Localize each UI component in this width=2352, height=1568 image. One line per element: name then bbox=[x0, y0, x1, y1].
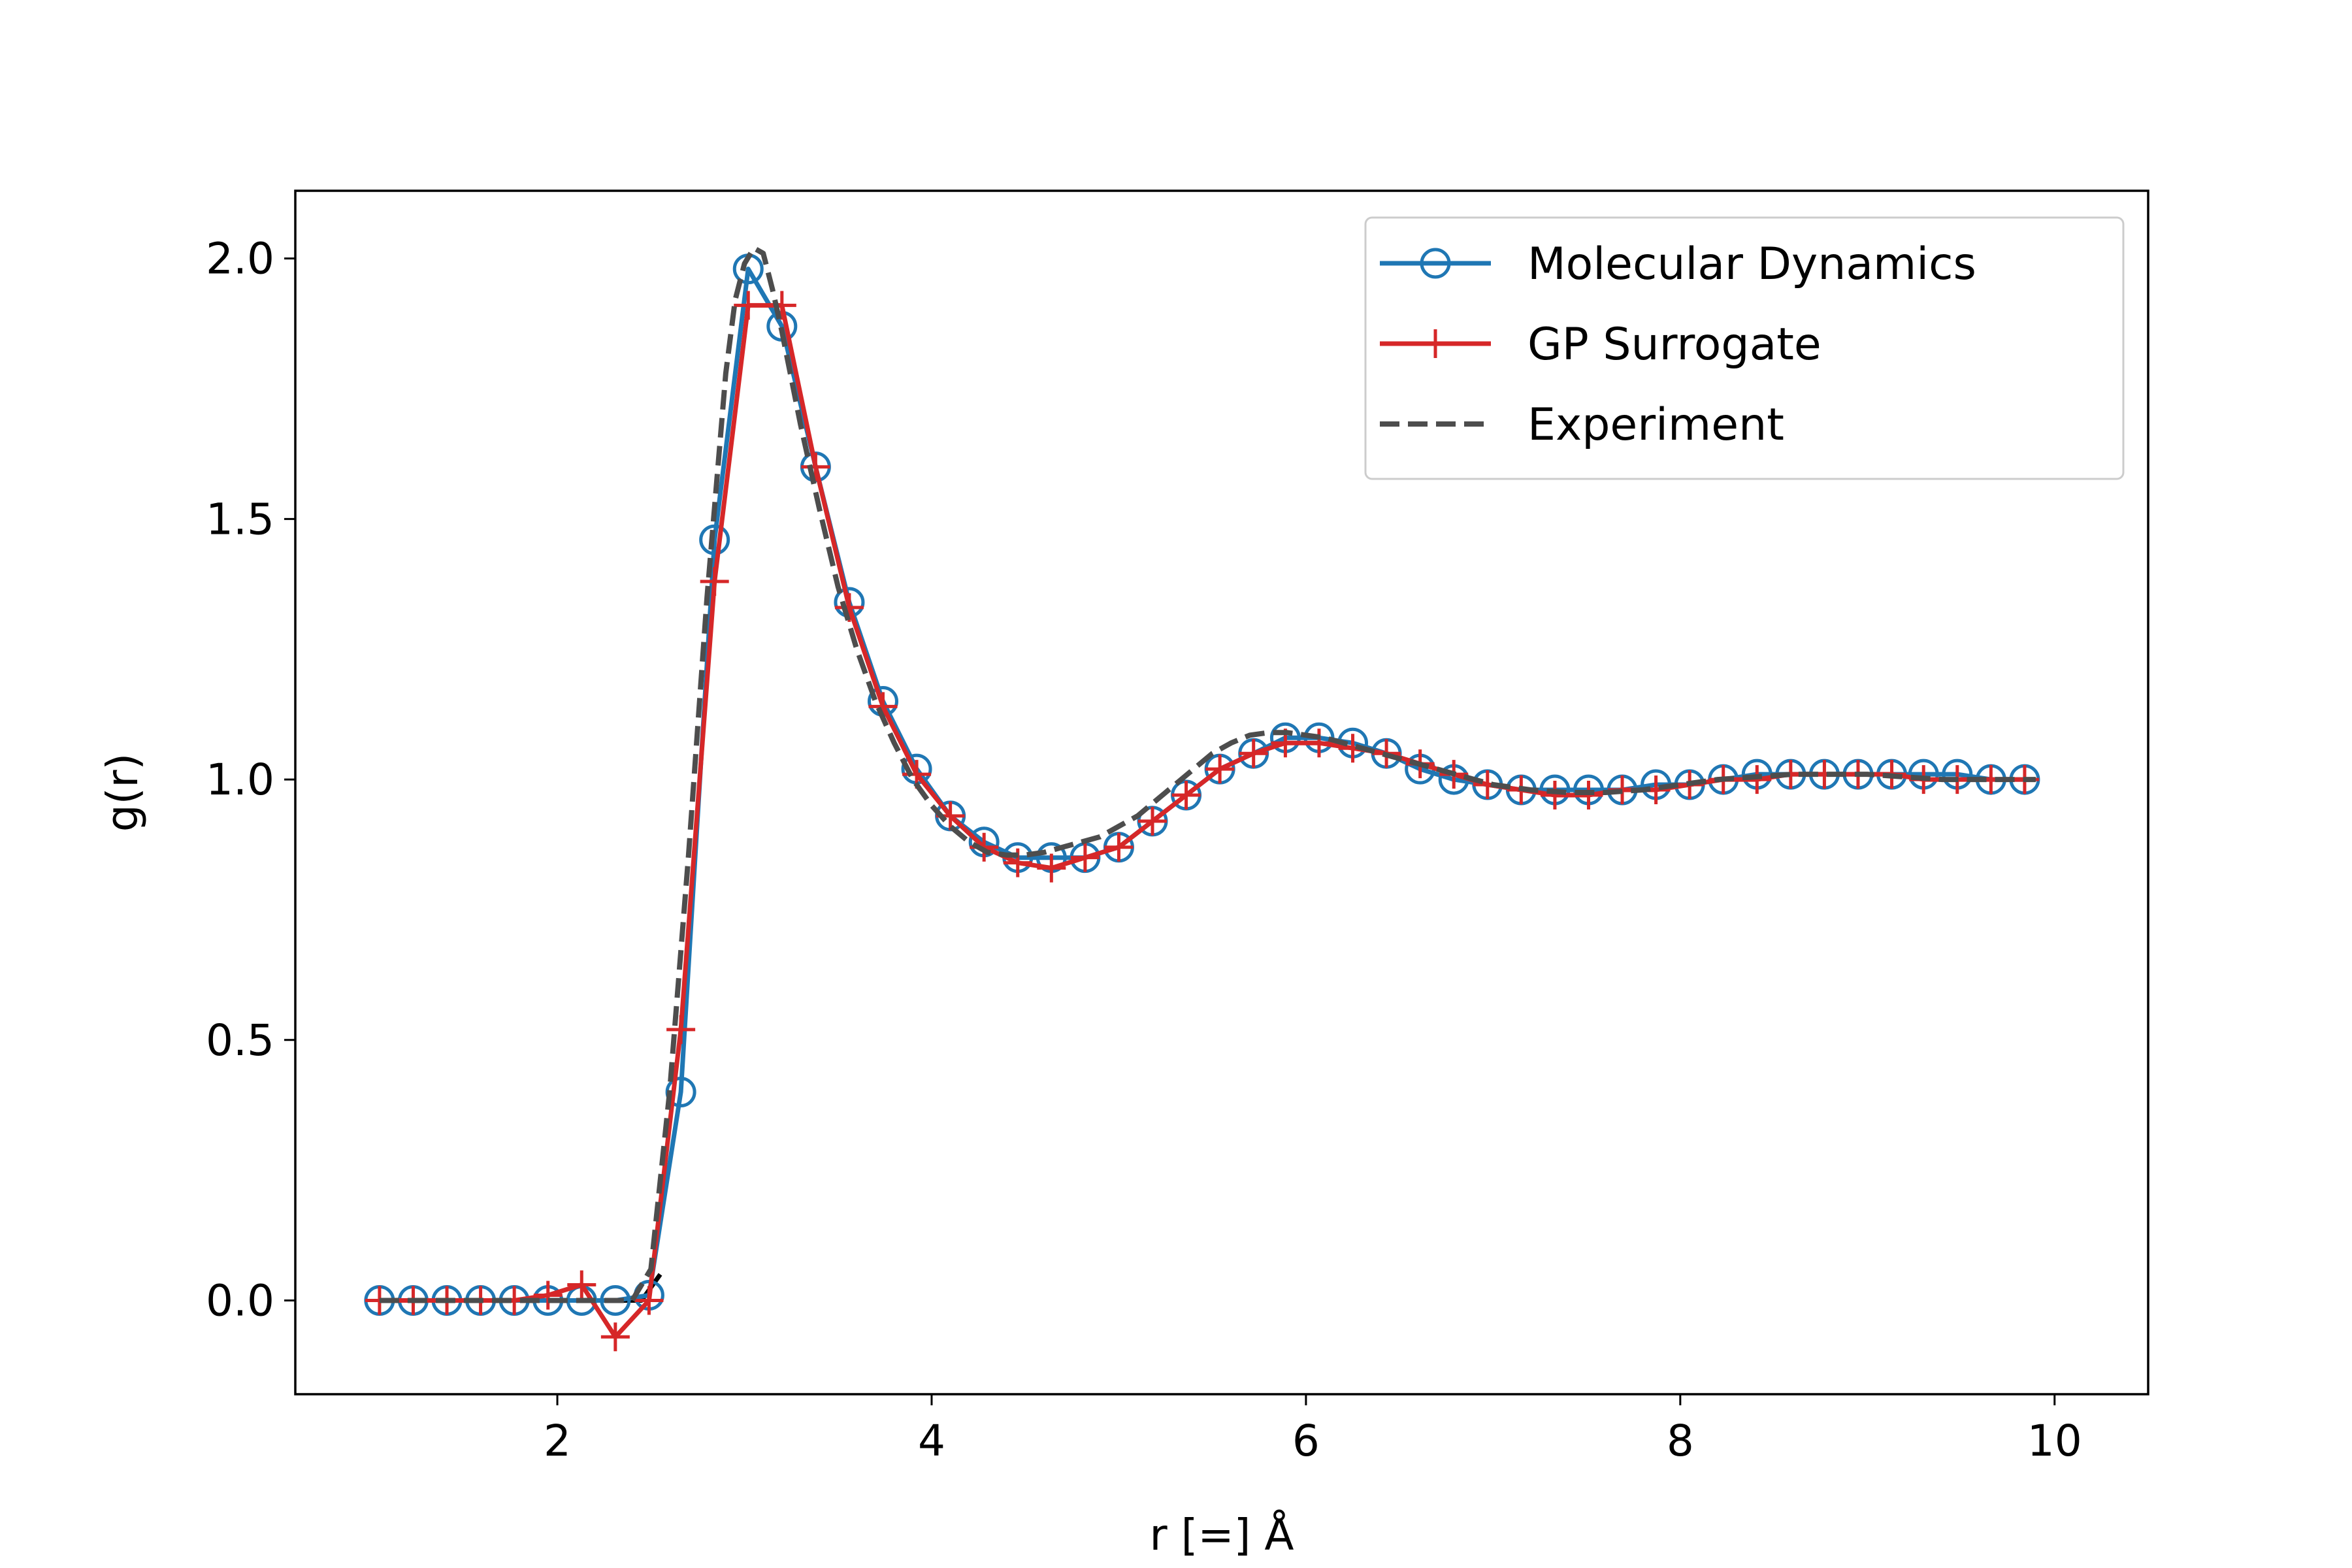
y-axis: 0.0 0.5 1.0 1.5 2.0 bbox=[206, 234, 295, 1326]
data-point bbox=[801, 452, 830, 482]
data-point bbox=[567, 1270, 596, 1299]
data-point bbox=[1104, 832, 1134, 862]
data-point bbox=[666, 1015, 696, 1044]
data-point bbox=[1171, 780, 1201, 809]
y-tick-label: 0.0 bbox=[206, 1275, 274, 1326]
y-tick-label: 1.5 bbox=[206, 494, 274, 544]
legend-label: Molecular Dynamics bbox=[1527, 238, 1976, 290]
y-tick-label: 0.5 bbox=[206, 1015, 274, 1066]
data-point bbox=[1239, 739, 1268, 768]
x-axis-label: r [=] Å bbox=[1149, 1510, 1294, 1560]
data-point bbox=[1205, 755, 1235, 784]
legend-frame bbox=[1364, 216, 2125, 480]
data-point bbox=[1138, 806, 1168, 836]
series-line-experiment bbox=[379, 245, 2036, 1303]
data-point bbox=[1304, 728, 1333, 758]
series-layer bbox=[364, 245, 2040, 1352]
data-point bbox=[700, 567, 729, 596]
plot-frame bbox=[294, 189, 2149, 1396]
series-experiment bbox=[379, 245, 2036, 1303]
y-axis-label: g(r) bbox=[97, 753, 148, 832]
legend-entries: Molecular Dynamics GP Surrogate Experiment bbox=[1380, 238, 1976, 451]
data-point bbox=[533, 1281, 563, 1310]
data-point bbox=[734, 291, 763, 320]
legend-marker bbox=[1420, 248, 1451, 279]
data-point bbox=[600, 1322, 630, 1352]
x-tick-label: 4 bbox=[918, 1416, 945, 1466]
y-tick-label: 2.0 bbox=[206, 234, 274, 284]
legend: Molecular Dynamics GP Surrogate Experiment bbox=[1364, 216, 2125, 480]
x-axis: 2 4 6 8 10 bbox=[544, 1394, 2082, 1466]
data-point bbox=[767, 291, 796, 320]
data-point bbox=[1037, 853, 1066, 883]
data-point bbox=[1540, 780, 1569, 809]
legend-marker bbox=[1421, 329, 1450, 358]
data-point bbox=[600, 1284, 631, 1316]
data-point bbox=[1070, 843, 1100, 872]
x-tick-label: 8 bbox=[1667, 1416, 1694, 1466]
x-tick-label: 2 bbox=[544, 1416, 571, 1466]
legend-label: Experiment bbox=[1527, 399, 1784, 451]
data-point bbox=[634, 1286, 664, 1315]
x-tick-label: 6 bbox=[1292, 1416, 1320, 1466]
x-tick-label: 10 bbox=[2027, 1416, 2082, 1466]
legend-label: GP Surrogate bbox=[1527, 319, 1821, 370]
y-tick-label: 1.0 bbox=[206, 755, 274, 805]
data-point bbox=[699, 524, 730, 555]
